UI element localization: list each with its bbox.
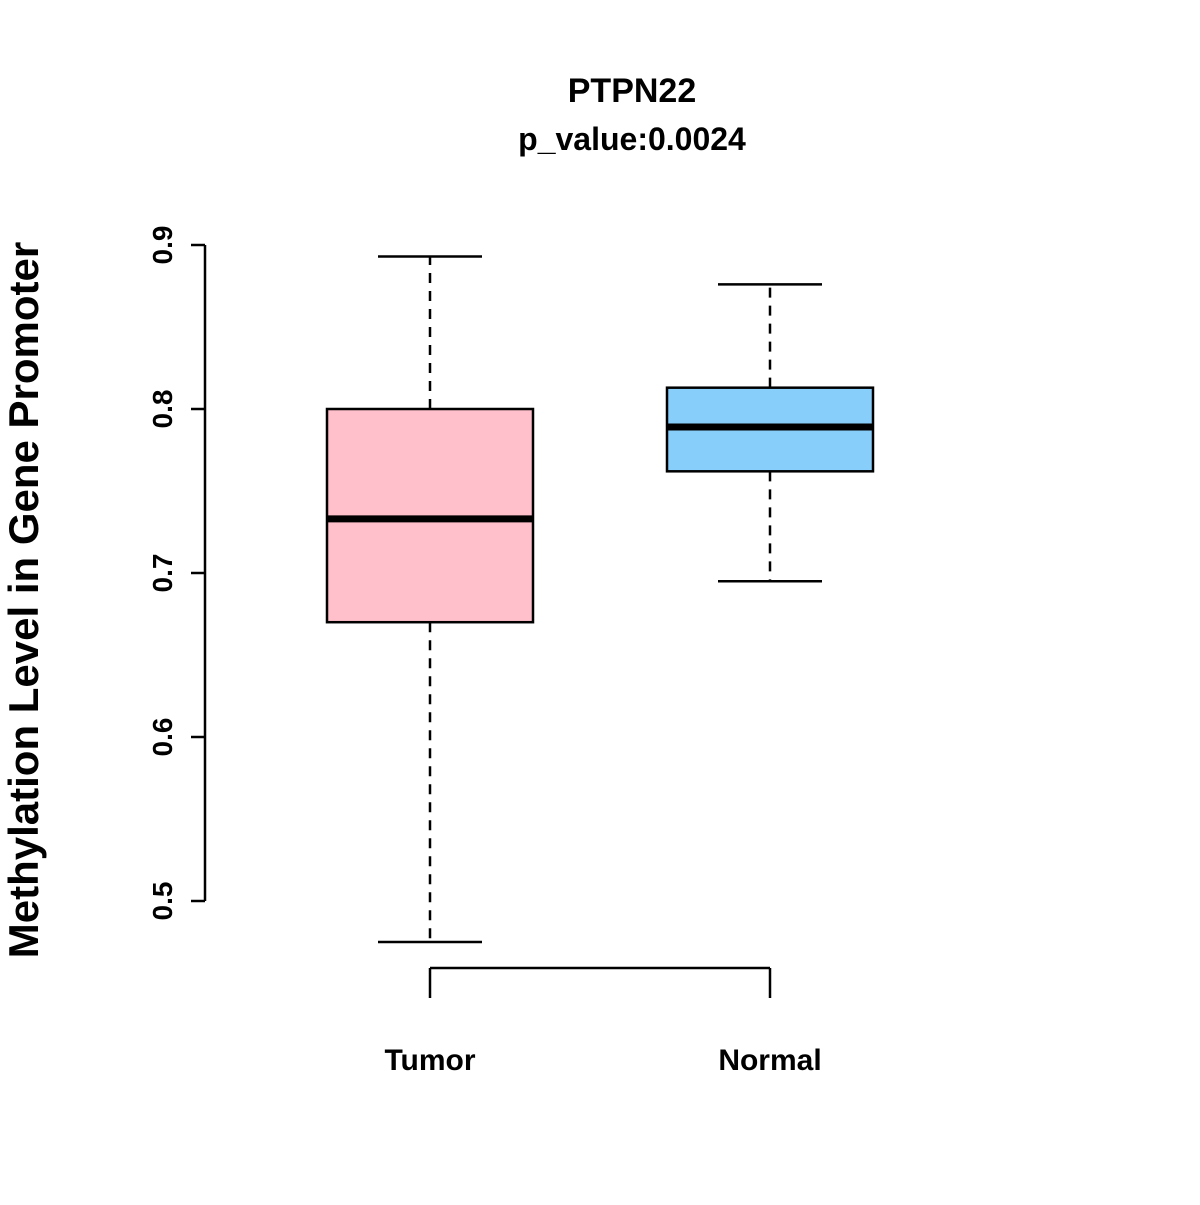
y-axis: 0.5 0.6 0.7 0.8 0.9	[147, 226, 207, 921]
x-axis: Tumor Normal	[384, 966, 822, 1077]
y-tick-label: 0.9	[147, 226, 178, 265]
x-group-label: Normal	[718, 1044, 821, 1077]
chart-subtitle: p_value:0.0024	[518, 121, 746, 157]
chart-title: PTPN22	[568, 72, 697, 110]
boxplot-series	[325, 255, 875, 944]
y-tick-label: 0.5	[147, 882, 178, 921]
y-tick-label: 0.7	[147, 554, 178, 593]
y-tick-label: 0.6	[147, 718, 178, 757]
boxplot-normal	[665, 283, 875, 583]
y-tick-label: 0.8	[147, 390, 178, 429]
x-group-label: Tumor	[384, 1044, 475, 1077]
y-axis-label: Methylation Level in Gene Promoter	[0, 242, 47, 958]
boxplot-tumor	[325, 255, 535, 944]
